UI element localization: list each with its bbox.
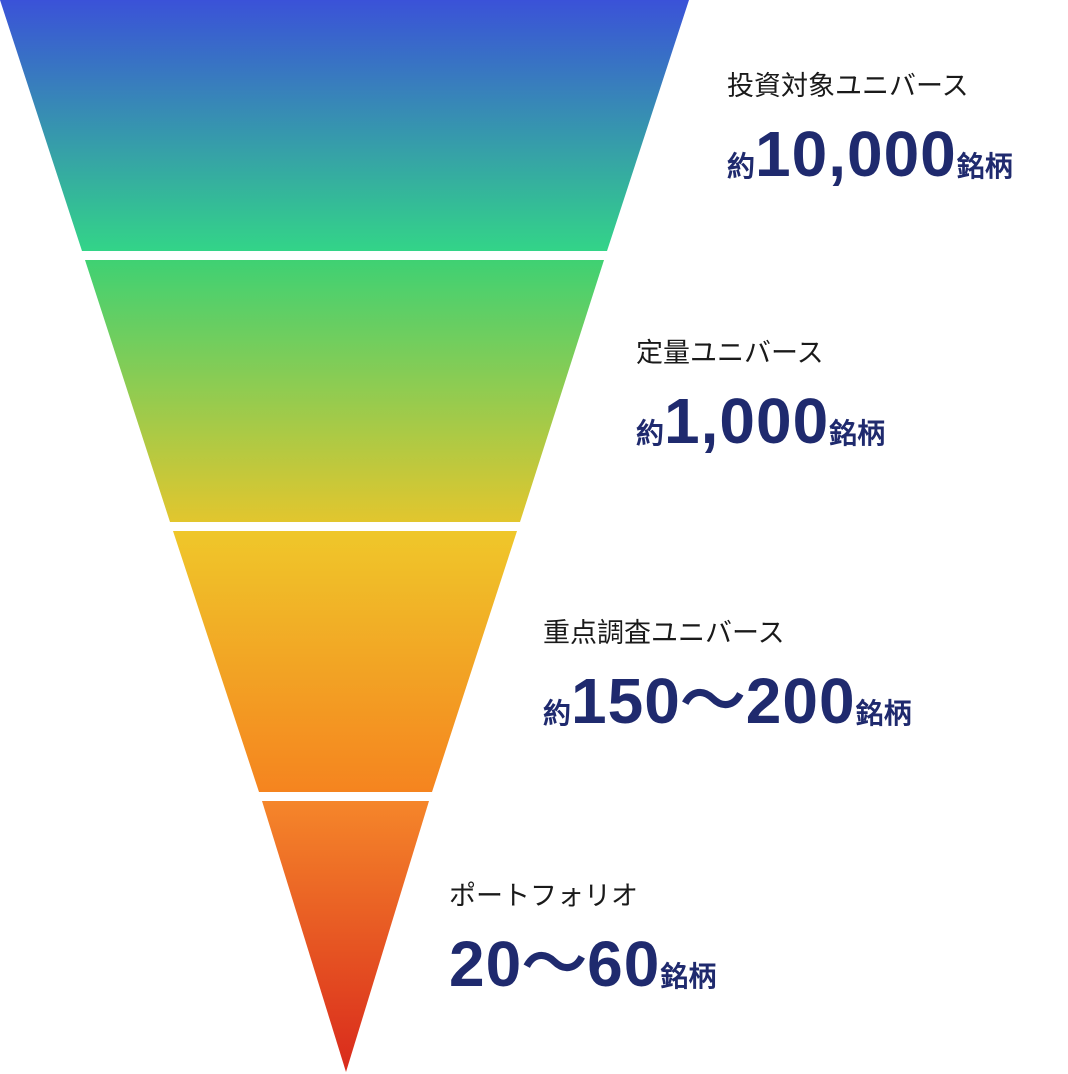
count-suffix: 銘柄 bbox=[855, 697, 912, 730]
funnel-stage-0 bbox=[0, 0, 689, 251]
stage-name: 投資対象ユニバース bbox=[727, 71, 969, 102]
stage-count: 20〜60銘柄 bbox=[449, 932, 716, 996]
count-number: 1,000 bbox=[664, 385, 830, 457]
count-prefix: 約 bbox=[636, 417, 665, 450]
stage-count: 約1,000銘柄 bbox=[636, 389, 885, 453]
stage-label-focus-universe: 重点調査ユニバース 約150〜200銘柄 bbox=[543, 617, 912, 733]
stage-label-portfolio: ポートフォリオ 20〜60銘柄 bbox=[449, 880, 716, 996]
funnel-stage-1 bbox=[85, 260, 604, 522]
count-number: 10,000 bbox=[755, 118, 957, 190]
stage-label-quantitative-universe: 定量ユニバース 約1,000銘柄 bbox=[636, 337, 885, 453]
count-prefix: 約 bbox=[727, 150, 756, 183]
funnel-stage-2 bbox=[173, 531, 517, 792]
stage-name: 定量ユニバース bbox=[636, 338, 824, 369]
stage-name: ポートフォリオ bbox=[449, 881, 638, 912]
count-number: 20〜60 bbox=[449, 928, 661, 1000]
count-number: 150〜200 bbox=[571, 665, 856, 737]
count-suffix: 銘柄 bbox=[829, 417, 886, 450]
stage-count: 約10,000銘柄 bbox=[727, 122, 1013, 186]
count-prefix: 約 bbox=[543, 697, 572, 730]
count-suffix: 銘柄 bbox=[956, 150, 1013, 183]
stage-name: 重点調査ユニバース bbox=[543, 618, 785, 649]
funnel-stage-3 bbox=[262, 801, 429, 1072]
stage-label-investment-universe: 投資対象ユニバース 約10,000銘柄 bbox=[727, 70, 1013, 186]
count-suffix: 銘柄 bbox=[660, 960, 717, 993]
stage-count: 約150〜200銘柄 bbox=[543, 669, 912, 733]
